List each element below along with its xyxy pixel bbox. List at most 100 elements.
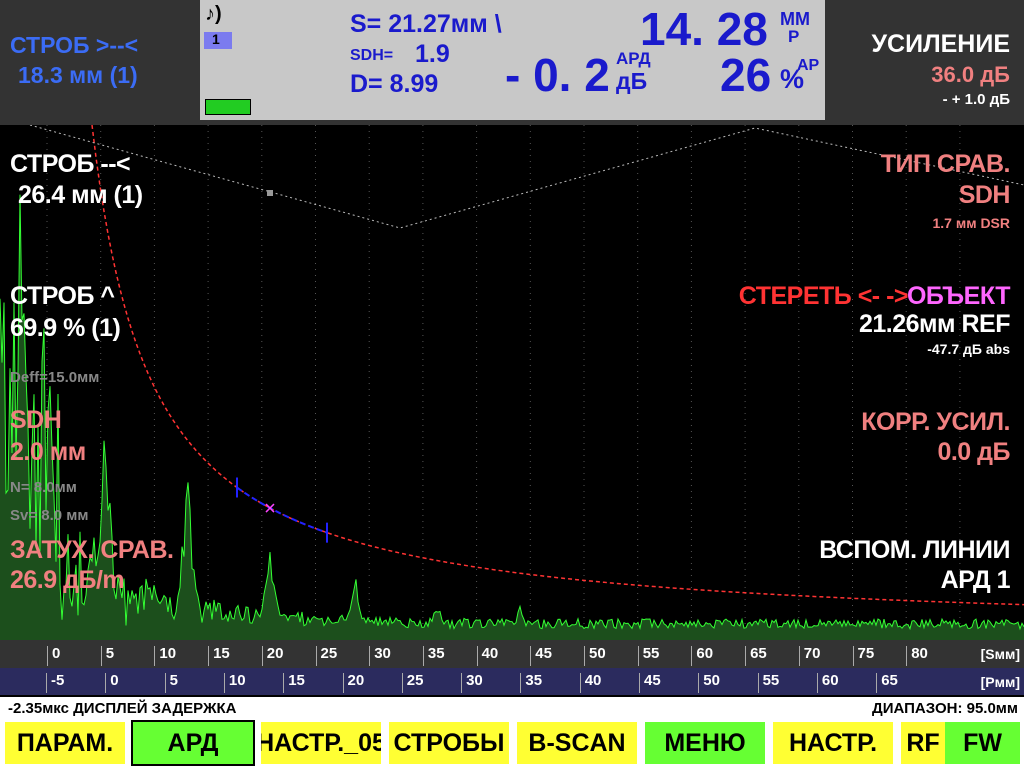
waveform-fill xyxy=(0,194,1024,640)
s-tick-label: 75 xyxy=(852,646,874,666)
button[interactable]: АРД xyxy=(131,720,255,766)
s-tick-label: 60 xyxy=(691,646,713,666)
waveform xyxy=(0,194,1024,631)
button[interactable]: FW xyxy=(945,722,1020,764)
gain-label: УСИЛЕНИЕ xyxy=(871,30,1011,58)
object: ОБЪЕКТ xyxy=(906,282,1011,310)
amplitude: 26 xyxy=(720,49,772,101)
corr-label: КОРР. УСИЛ. xyxy=(861,408,1010,436)
p-tick-label: 0 xyxy=(105,673,119,693)
button[interactable]: ПАРАМ. xyxy=(5,722,125,764)
s-tick-label: 15 xyxy=(208,646,230,666)
aux-value: АРД 1 xyxy=(940,566,1011,594)
s-tick-label: 20 xyxy=(261,646,283,666)
p-tick-label: 10 xyxy=(223,673,246,693)
db-value: - 0. 2 xyxy=(505,49,610,101)
sv-value: Sv= 8.0 мм xyxy=(10,507,89,524)
db-sup: АРД xyxy=(616,49,651,68)
s-tick-label: 40 xyxy=(476,646,498,666)
angle-marker xyxy=(267,190,273,196)
s-tick-label: 80 xyxy=(906,646,928,666)
status-line xyxy=(0,697,1024,719)
p-scale xyxy=(0,668,1024,695)
distance-unit: ММ xyxy=(780,9,810,29)
s-tick-label: 5 xyxy=(100,646,114,666)
s-tick-label: 30 xyxy=(369,646,391,666)
amplitude-sup: АР xyxy=(797,57,820,74)
ref-abs: -47.7 дБ abs xyxy=(927,341,1010,357)
p-tick-label: 25 xyxy=(401,673,423,693)
p-tick-label: 35 xyxy=(520,673,542,693)
s-tick-label: 50 xyxy=(584,646,606,666)
button[interactable]: НАСТР. xyxy=(773,722,893,764)
p-tick-label: 50 xyxy=(698,673,720,693)
s-tick-label: 35 xyxy=(422,646,445,666)
p-tick-label: 65 xyxy=(876,673,898,693)
atten-label: ЗАТУХ. СРАВ. xyxy=(10,536,174,564)
p-tick-label: 45 xyxy=(639,673,661,693)
dac-curve xyxy=(91,125,1024,606)
gain-step: - + 1.0 дБ xyxy=(942,91,1010,108)
ref-type-value: SDH xyxy=(958,181,1011,209)
aux-label: ВСПОМ. ЛИНИИ xyxy=(819,536,1010,564)
s-tick-label: 65 xyxy=(745,646,767,666)
button[interactable]: НАСТР._05 xyxy=(261,722,381,764)
sdh-label: SDH xyxy=(10,406,62,434)
s-tick-label: 10 xyxy=(154,646,176,666)
amplitude-unit: % xyxy=(780,64,805,94)
s-tick-label: 45 xyxy=(530,646,552,666)
deff: Deff=15.0мм xyxy=(10,369,100,386)
note-icon: ♪) xyxy=(205,3,222,25)
s-unit: [Sмм] xyxy=(980,646,1020,662)
a-scan xyxy=(0,125,1024,640)
cursor xyxy=(265,503,275,513)
p-tick-label: 15 xyxy=(283,673,305,693)
distance-sub: Р xyxy=(788,27,800,46)
s-tick-label: 25 xyxy=(315,646,337,666)
gain-value: 36.0 дБ xyxy=(931,62,1010,87)
status-panel xyxy=(200,0,825,120)
n-value: N= 8.0мм xyxy=(10,479,77,496)
p-tick-label: 60 xyxy=(816,673,839,693)
gate-value: 18.3 мм (1) xyxy=(18,62,138,88)
d-value: D= 8.99 xyxy=(350,70,439,98)
gate3-value: 69.9 % (1) xyxy=(10,314,121,342)
range: ДИАПАЗОН: 95.0мм xyxy=(872,700,1018,717)
p-tick-label: 20 xyxy=(342,673,364,693)
erase: СТЕРЕТЬ <- -> xyxy=(738,282,909,310)
s-value: S= 21.27мм \ xyxy=(350,10,502,38)
p-unit: [Pмм] xyxy=(980,674,1020,690)
atten-value: 26.9 дБ/m xyxy=(10,566,125,594)
gate-label: СТРОБ >--< xyxy=(10,32,139,58)
s-tick-label: 70 xyxy=(798,646,820,666)
channel: 1 xyxy=(204,32,232,49)
p-tick-label: -5 xyxy=(46,673,64,693)
sdh-value: 2.0 мм xyxy=(10,438,86,466)
gate xyxy=(236,486,328,534)
p-tick-label: 30 xyxy=(461,673,483,693)
ref-type-label: ТИП СРАВ. xyxy=(880,150,1011,178)
p-tick-label: 5 xyxy=(164,673,178,693)
angle-line xyxy=(29,125,1024,229)
battery xyxy=(205,99,251,115)
button[interactable]: СТРОБЫ xyxy=(389,722,509,764)
corr-value: 0.0 дБ xyxy=(937,438,1010,466)
button[interactable]: B-SCAN xyxy=(517,722,637,764)
gate3-label: СТРОБ ^ xyxy=(10,282,115,310)
s-tick-label: 55 xyxy=(637,646,659,666)
gate2-label: СТРОБ --< xyxy=(10,150,131,178)
distance: 14. 28 xyxy=(640,3,768,55)
delay: -2.35мкс ДИСПЛЕЙ ЗАДЕРЖКА xyxy=(8,700,237,717)
sdh-label: SDH= xyxy=(350,47,394,64)
p-tick-label: 55 xyxy=(757,673,779,693)
db-unit: дБ xyxy=(616,68,648,94)
button[interactable]: RF xyxy=(901,722,945,764)
p-tick-label: 40 xyxy=(579,673,601,693)
button[interactable]: МЕНЮ xyxy=(645,722,765,764)
ref-type-dsr: 1.7 мм DSR xyxy=(932,215,1010,231)
s-tick-label: 0 xyxy=(47,646,60,666)
gate2-value: 26.4 мм (1) xyxy=(18,181,143,209)
sdh-value: 1.9 xyxy=(415,40,450,68)
ref-value: 21.26мм REF xyxy=(859,310,1011,338)
